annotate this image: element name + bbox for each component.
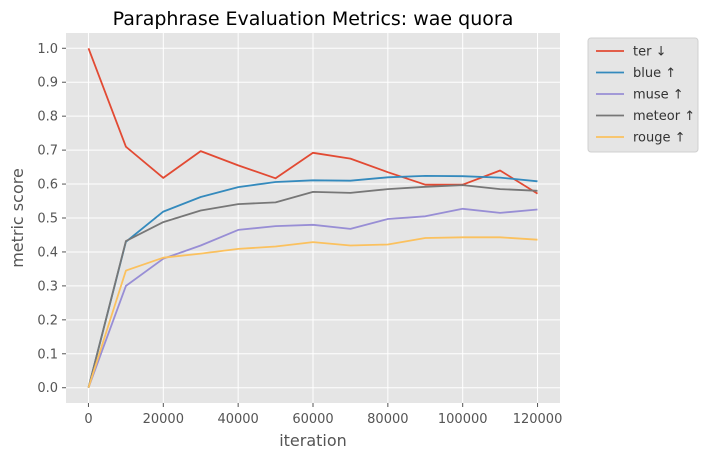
x-tick-label: 60000	[292, 412, 333, 427]
y-tick-label: 0.9	[37, 76, 58, 91]
chart-title: Paraphrase Evaluation Metrics: wae quora	[113, 8, 514, 30]
y-tick-label: 0.0	[37, 381, 58, 396]
legend-box	[587, 37, 699, 153]
x-tick-label: 100000	[438, 412, 488, 427]
series-lines	[87, 47, 538, 389]
x-axis-label: iteration	[279, 431, 347, 450]
x-tick-labels: 0 20000 40000 60000 80000 100000 120000	[84, 403, 562, 427]
x-tick-label: 120000	[513, 412, 563, 427]
series-line-2	[87, 174, 538, 388]
legend-label: meteor ↑	[633, 109, 695, 124]
y-tick-label: 0.5	[37, 212, 58, 227]
x-tick-label: 80000	[367, 412, 408, 427]
y-tick-label: 1.0	[37, 42, 58, 57]
legend-label: blue ↑	[633, 66, 676, 81]
legend-label: muse ↑	[633, 88, 684, 103]
legend-label: ter ↓	[633, 45, 666, 60]
series-line-5	[87, 236, 538, 388]
y-tick-label: 0.1	[37, 347, 58, 362]
y-tick-label: 0.7	[37, 144, 58, 159]
y-tick-label: 0.6	[37, 178, 58, 193]
grid-lines-x	[87, 33, 539, 403]
y-axis-label: metric score	[8, 168, 27, 268]
series-line-4	[87, 184, 538, 388]
legend: ter ↓ blue ↑ muse ↑ meteor ↑ rouge ↑	[587, 37, 699, 153]
y-tick-label: 0.2	[37, 313, 58, 328]
series-line-3	[87, 207, 538, 389]
y-tick-label: 0.3	[37, 279, 58, 294]
x-tick-label: 40000	[217, 412, 258, 427]
y-tick-label: 0.4	[37, 245, 58, 260]
y-tick-labels: 0.0 0.1 0.2 0.3 0.4 0.5 0.6 0.7 0.8 0.9 1.0	[37, 42, 66, 396]
y-tick-label: 0.8	[37, 110, 58, 125]
legend-label: rouge ↑	[633, 131, 686, 146]
x-tick-label: 0	[84, 412, 92, 427]
x-tick-label: 20000	[143, 412, 184, 427]
